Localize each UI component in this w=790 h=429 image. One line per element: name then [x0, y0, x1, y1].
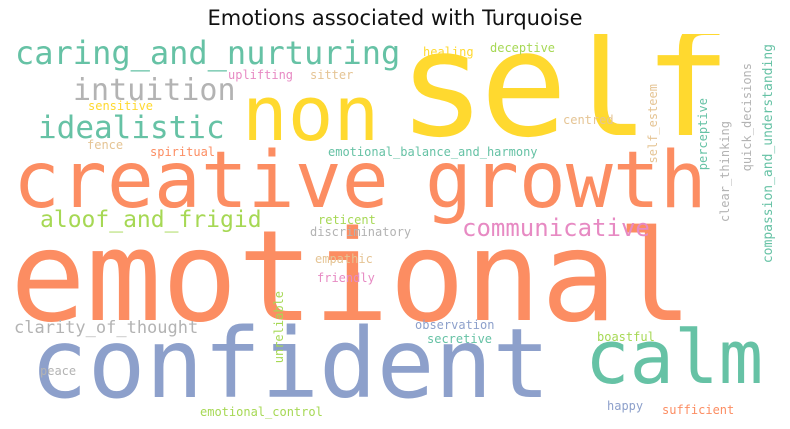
cloud-word: intuition [73, 73, 236, 108]
cloud-word: emotional_control [200, 405, 323, 419]
cloud-word: growth [425, 136, 707, 226]
cloud-word: self [398, 34, 732, 170]
figure-title: Emotions associated with Turquoise [207, 6, 583, 30]
cloud-word: communicative [462, 214, 650, 242]
cloud-word: compassion_and_understanding [761, 44, 776, 264]
cloud-word: caring_and_nurturing [15, 34, 401, 72]
cloud-word: unreliable [272, 291, 286, 364]
cloud-word: self_esteem [646, 84, 660, 164]
cloud-word: aloof_and_frigid [40, 207, 262, 233]
cloud-word: centred [563, 113, 614, 127]
cloud-word: confident [30, 308, 551, 420]
cloud-word: emotional_balance_and_harmony [328, 145, 538, 159]
cloud-word: observation [415, 318, 495, 332]
cloud-word: empathic [315, 252, 373, 266]
word-cloud: emotional self confident creative growth… [10, 34, 780, 426]
cloud-word: quick_decisions [740, 63, 754, 172]
cloud-word: spiritual [150, 145, 216, 159]
cloud-word: uplifting [228, 68, 294, 82]
cloud-word: perceptive [696, 98, 710, 171]
cloud-word: deceptive [490, 41, 556, 55]
cloud-word: non [242, 69, 380, 158]
cloud-word: clarity_of_thought [14, 318, 199, 338]
cloud-word: sensitive [88, 99, 154, 113]
cloud-word: emotional [10, 203, 693, 350]
cloud-word: fence [87, 138, 124, 152]
cloud-word: secretive [427, 332, 493, 346]
cloud-word: happy [607, 399, 644, 413]
cloud-word: sufficient [662, 403, 735, 417]
cloud-word: creative [13, 136, 389, 226]
cloud-word: healing [423, 45, 474, 59]
cloud-word: discriminatory [310, 225, 412, 239]
cloud-word: reticent [318, 213, 376, 227]
cloud-word: sitter [310, 68, 354, 82]
cloud-word: friendly [317, 271, 375, 285]
cloud-word: calm [585, 315, 764, 401]
cloud-word: clear_thinking [718, 121, 732, 223]
cloud-word: peace [40, 364, 77, 378]
cloud-word: boastful [597, 330, 655, 344]
cloud-word: idealistic [38, 110, 225, 146]
